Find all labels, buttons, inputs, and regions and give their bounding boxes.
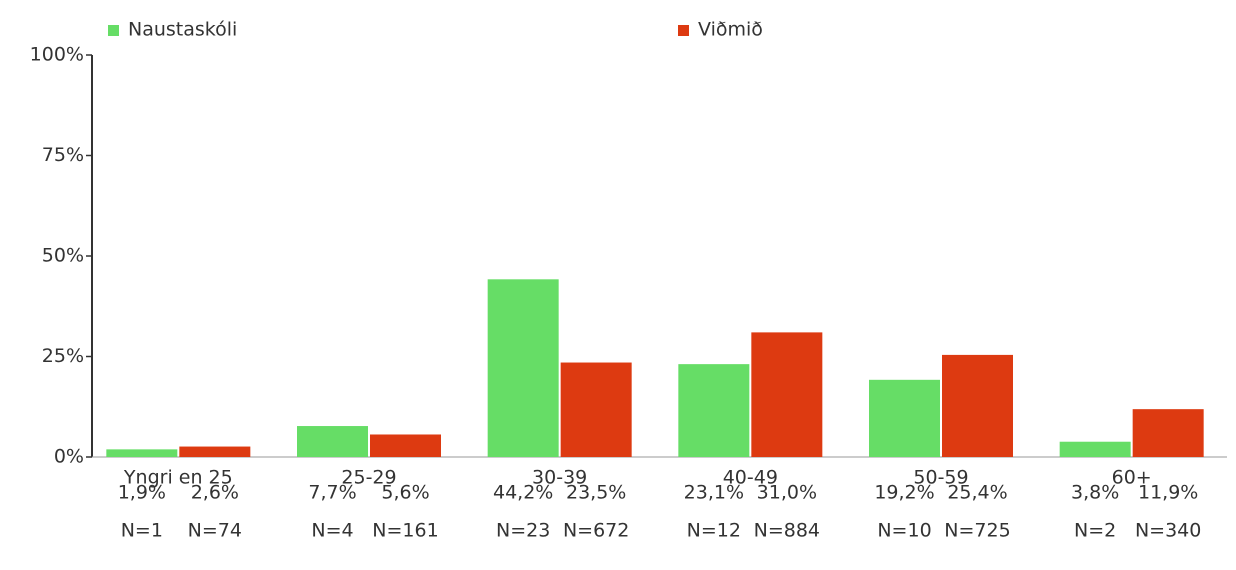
value-label: 1,9% [118,482,166,504]
x-tick-label: 25-29 [341,467,396,489]
value-label: 11,9% [1138,482,1198,504]
legend-label: Naustaskóli [128,19,237,41]
y-tick-label: 75% [42,144,84,166]
y-tick-label: 0% [54,446,84,468]
legend-swatch [108,25,119,36]
value-label: 44,2% [493,482,553,504]
x-tick-label: 50-59 [913,467,968,489]
n-label: N=672 [563,520,629,542]
bar [1059,441,1131,457]
value-label: 25,4% [947,482,1007,504]
bar [297,426,368,457]
bar [487,279,559,457]
n-label: N=23 [496,520,550,542]
value-label: 19,2% [874,482,934,504]
value-label: 2,6% [191,482,239,504]
bar [560,362,632,457]
value-label: 23,5% [566,482,626,504]
n-label: N=161 [372,520,438,542]
bar [179,446,251,457]
n-label: N=2 [1074,520,1116,542]
n-label: N=10 [877,520,931,542]
bar [106,449,178,457]
y-tick-label: 25% [42,345,84,367]
y-tick-label: 100% [30,44,84,66]
value-label: 7,7% [308,482,356,504]
bar [869,379,940,457]
x-tick-label: 30-39 [532,467,587,489]
n-label: N=340 [1135,520,1201,542]
n-label: N=725 [944,520,1010,542]
x-tick-label: 40-49 [723,467,778,489]
x-tick-label: Yngri en 25 [123,467,233,489]
n-label: N=12 [687,520,741,542]
value-label: 23,1% [684,482,744,504]
bar [370,434,441,457]
value-label: 3,8% [1071,482,1119,504]
n-label: N=1 [121,520,163,542]
bar [678,364,750,457]
n-label: N=4 [311,520,353,542]
value-label: 5,6% [381,482,429,504]
x-tick-label: 60+ [1112,467,1152,489]
bar [1132,409,1204,457]
legend-label: Viðmið [698,19,763,41]
legend-swatch [678,25,689,36]
n-label: N=884 [754,520,820,542]
value-label: 31,0% [757,482,817,504]
n-label: N=74 [188,520,242,542]
bar [751,332,823,457]
bar [942,354,1013,457]
y-tick-label: 50% [42,245,84,267]
